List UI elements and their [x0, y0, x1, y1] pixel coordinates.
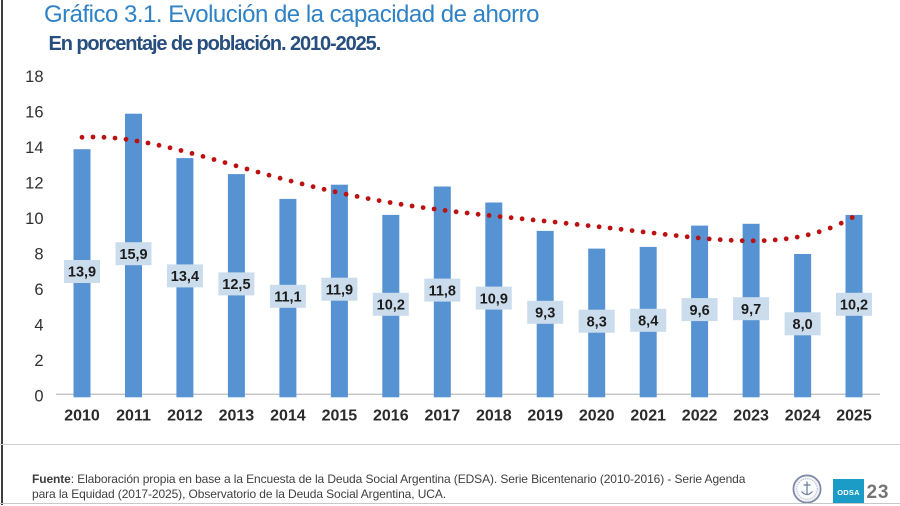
svg-text:11,1: 11,1 [274, 290, 301, 306]
svg-text:2025: 2025 [836, 408, 872, 425]
svg-text:8,4: 8,4 [638, 314, 658, 330]
svg-text:6: 6 [34, 281, 43, 299]
svg-text:9,3: 9,3 [535, 306, 555, 322]
svg-text:2017: 2017 [425, 408, 461, 425]
svg-text:11,9: 11,9 [326, 282, 353, 298]
svg-text:2022: 2022 [682, 408, 718, 425]
svg-text:10: 10 [25, 210, 43, 228]
svg-text:4: 4 [34, 317, 43, 335]
svg-text:2013: 2013 [219, 408, 255, 425]
svg-text:13,9: 13,9 [68, 265, 96, 281]
svg-text:13,4: 13,4 [171, 269, 199, 285]
svg-text:2012: 2012 [167, 408, 203, 425]
svg-text:2014: 2014 [270, 408, 306, 425]
svg-text:2024: 2024 [785, 408, 821, 425]
svg-text:10,2: 10,2 [377, 298, 405, 314]
svg-text:2018: 2018 [476, 408, 512, 425]
svg-text:9,6: 9,6 [690, 303, 710, 319]
svg-text:2020: 2020 [579, 408, 615, 425]
svg-text:18: 18 [25, 68, 43, 86]
svg-text:8: 8 [34, 246, 43, 264]
svg-text:2011: 2011 [116, 408, 151, 425]
svg-text:2016: 2016 [373, 408, 409, 425]
svg-text:2015: 2015 [322, 408, 358, 425]
svg-text:2: 2 [34, 352, 43, 370]
svg-text:10,2: 10,2 [840, 298, 868, 314]
svg-text:2021: 2021 [630, 408, 666, 425]
svg-text:8,3: 8,3 [587, 314, 607, 330]
svg-text:11,8: 11,8 [429, 283, 456, 299]
svg-text:10,9: 10,9 [480, 291, 508, 307]
svg-text:12,5: 12,5 [222, 277, 250, 293]
svg-text:16: 16 [25, 103, 43, 121]
svg-text:2010: 2010 [64, 408, 100, 425]
svg-text:14: 14 [25, 139, 43, 157]
svg-text:9,7: 9,7 [741, 302, 761, 318]
svg-text:0: 0 [34, 388, 43, 406]
svg-text:8,0: 8,0 [793, 317, 813, 333]
svg-text:12: 12 [25, 175, 43, 193]
svg-text:15,9: 15,9 [119, 247, 147, 263]
svg-text:2023: 2023 [733, 408, 769, 425]
svg-text:2019: 2019 [527, 408, 563, 425]
